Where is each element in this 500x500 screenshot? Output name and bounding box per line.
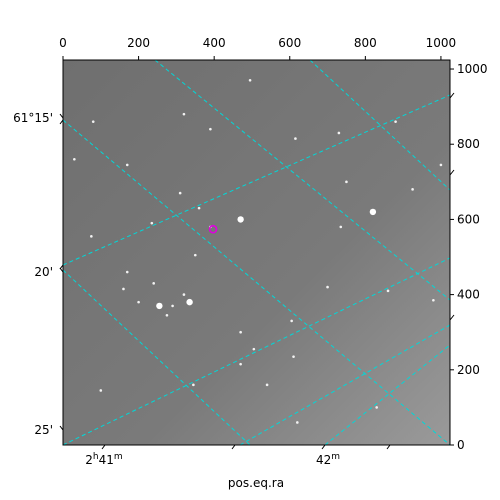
left-dec-axis: 61°15' 20' 25' (13, 111, 64, 437)
star (91, 120, 95, 123)
right-tick-label: 0 (457, 438, 465, 452)
star (193, 253, 197, 257)
grid-line (324, 344, 450, 445)
star (292, 355, 295, 358)
star (375, 406, 378, 409)
left-tick (59, 425, 64, 431)
right-tick-label: 800 (457, 137, 480, 151)
bottom-tick (101, 444, 106, 450)
star (248, 79, 252, 82)
bottom-tick (386, 444, 391, 450)
right-tick-label: 200 (457, 363, 480, 377)
grid-line (239, 324, 450, 445)
star (182, 112, 186, 116)
grid-line (63, 119, 450, 445)
top-tick-label: 800 (354, 36, 377, 50)
left-tick-label: 61°15' (13, 111, 53, 125)
top-tick-label: 400 (203, 36, 226, 50)
right-world-tick (449, 92, 455, 99)
star (339, 225, 343, 229)
top-tick-label: 0 (59, 36, 67, 50)
bright-star (369, 208, 377, 216)
star (152, 282, 156, 285)
star (122, 287, 125, 291)
star (209, 127, 212, 131)
bottom-ra-axis: 2h41m 42m (85, 444, 391, 467)
bottom-tick (321, 444, 326, 450)
star (192, 383, 195, 387)
star (239, 362, 242, 366)
star (239, 330, 242, 334)
star (90, 235, 93, 238)
grid-line (63, 269, 251, 445)
star (73, 157, 76, 161)
star (125, 270, 129, 274)
left-tick-label: 20' (34, 265, 53, 279)
x-axis-label: pos.eq.ra (228, 476, 284, 490)
bright-star (156, 302, 163, 310)
coordinate-grid (63, 60, 450, 445)
star (296, 421, 299, 424)
grid-line (63, 94, 450, 266)
star (171, 304, 174, 308)
top-tick-label: 200 (127, 36, 150, 50)
grid-line (309, 60, 450, 191)
top-tick-label: 600 (278, 36, 301, 50)
source-marker (208, 224, 218, 234)
star (439, 163, 443, 167)
right-world-tick (449, 314, 455, 321)
star (252, 347, 256, 351)
bottom-tick-label: 2h41m (85, 452, 122, 467)
left-tick (59, 113, 64, 119)
star (411, 188, 414, 191)
star (394, 120, 397, 123)
right-tick-label: 1000 (457, 62, 488, 76)
star (165, 313, 169, 317)
star (178, 191, 182, 195)
bright-star (237, 216, 244, 223)
right-tick-label: 600 (457, 212, 480, 226)
star (294, 137, 297, 140)
top-tick-label: 1000 (426, 36, 457, 50)
star (265, 383, 269, 387)
star-field (73, 79, 443, 424)
top-pixel-axis: 0 200 400 600 800 1000 (59, 36, 456, 60)
star (386, 289, 390, 293)
bright-star (186, 298, 193, 306)
left-world-tick (59, 264, 64, 270)
star (345, 180, 348, 184)
star (432, 298, 435, 302)
star (150, 221, 154, 225)
star (99, 389, 103, 392)
star (137, 300, 140, 304)
star (182, 293, 186, 296)
right-pixel-axis: 0 200 400 600 800 1000 (449, 62, 488, 452)
grid-line (154, 60, 450, 301)
bottom-tick (231, 444, 236, 450)
right-tick-label: 400 (457, 288, 480, 302)
star (290, 319, 293, 323)
left-tick-label: 25' (34, 423, 53, 437)
grid-line (63, 257, 450, 445)
plot-frame (62, 59, 451, 446)
star (197, 206, 201, 210)
sky-image (63, 60, 450, 445)
star (125, 163, 129, 167)
left-world-tick (59, 119, 64, 125)
right-world-tick (449, 169, 455, 176)
star (326, 285, 329, 289)
star (337, 131, 341, 135)
bottom-tick-label: 42m (316, 452, 340, 467)
